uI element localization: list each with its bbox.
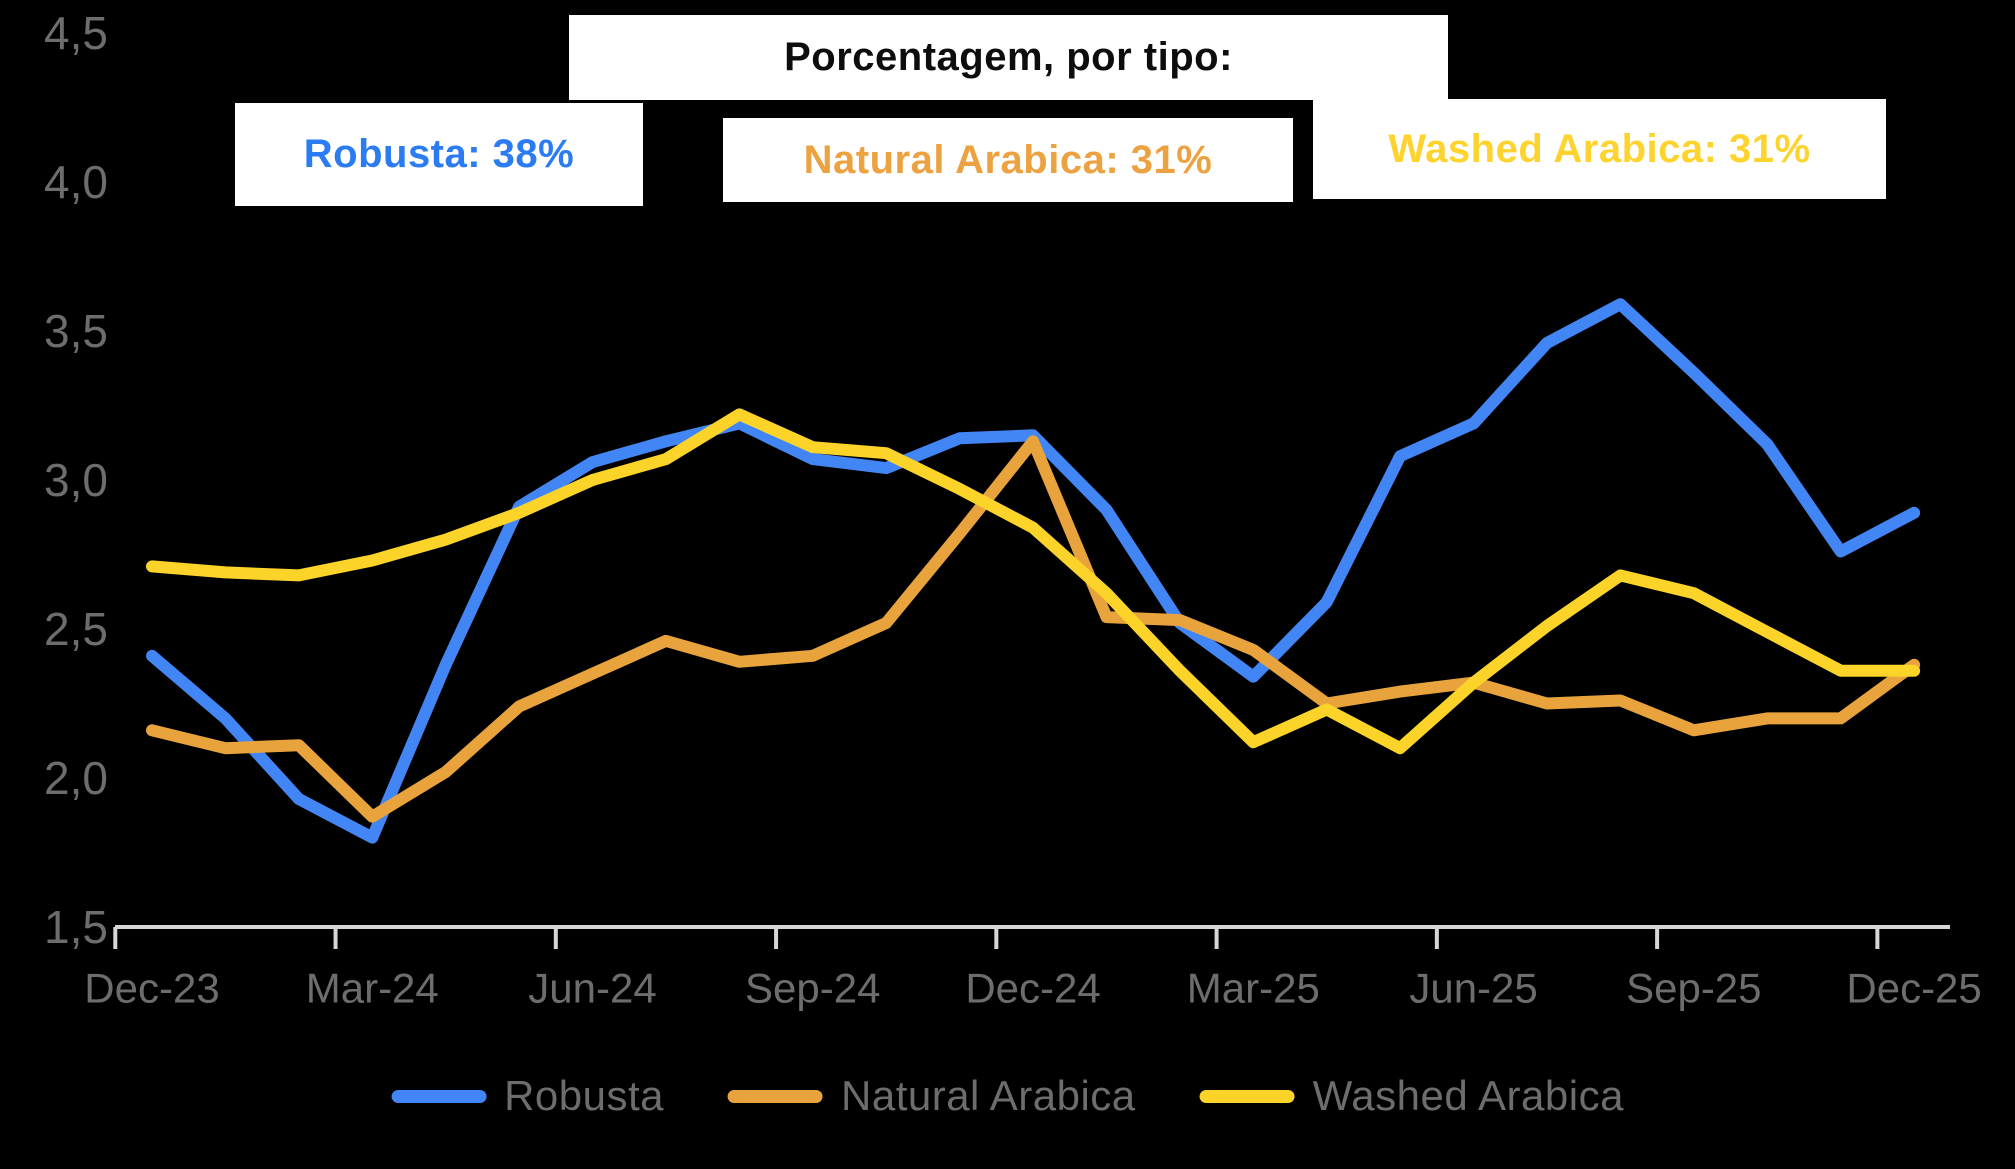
legend-item-robusta: Robusta: [391, 1072, 664, 1120]
series-line-robusta: [146, 298, 1921, 844]
y-tick-label: 1,5: [44, 901, 108, 953]
chart-title-box: Porcentagem, por tipo:: [569, 15, 1448, 100]
stat-box-robusta: Robusta: 38%: [235, 103, 643, 206]
y-tick-label: 3,5: [44, 305, 108, 357]
legend-item-washed-arabica: Washed Arabica: [1199, 1072, 1624, 1120]
series-line-washed-arabica: [146, 408, 1921, 755]
stat-box-natural-arabica: Natural Arabica: 31%: [723, 118, 1293, 202]
stat-box-washed-arabica: Washed Arabica: 31%: [1313, 99, 1886, 199]
x-tick-label: Dec-24: [965, 964, 1100, 1011]
legend-swatch-natural-arabica: [728, 1089, 823, 1103]
y-tick-label: 3,0: [44, 454, 108, 506]
legend-label-robusta: Robusta: [504, 1072, 664, 1119]
x-tick-label: Jun-24: [528, 964, 656, 1011]
legend-label-natural-arabica: Natural Arabica: [841, 1072, 1136, 1119]
stat-robusta-share: Robusta: 38%: [303, 132, 575, 176]
x-tick-label: Jun-25: [1409, 964, 1537, 1011]
y-tick-label: 4,0: [44, 156, 108, 208]
series-line-natural-arabica: [146, 435, 1921, 823]
chart-legend: Robusta Natural Arabica Washed Arabica: [391, 1072, 1624, 1120]
x-tick-label: Mar-25: [1187, 964, 1320, 1011]
y-tick-label: 2,5: [44, 603, 108, 655]
legend-label-washed-arabica: Washed Arabica: [1312, 1072, 1624, 1119]
legend-swatch-robusta: [391, 1089, 487, 1103]
x-tick-label: Sep-24: [745, 964, 880, 1011]
legend-item-natural-arabica: Natural Arabica: [728, 1072, 1136, 1120]
y-tick-label: 2,0: [44, 752, 108, 804]
x-tick-label: Sep-25: [1626, 964, 1761, 1011]
x-tick-label: Dec-25: [1846, 964, 1981, 1011]
stat-washed-arabica-share: Washed Arabica: 31%: [1388, 126, 1811, 171]
chart-title: Porcentagem, por tipo:: [784, 35, 1233, 79]
x-tick-label: Mar-24: [306, 964, 439, 1011]
legend-swatch-washed-arabica: [1199, 1089, 1295, 1103]
stat-natural-arabica-share: Natural Arabica: 31%: [803, 137, 1213, 182]
x-tick-label: Dec-23: [84, 964, 219, 1011]
y-tick-label: 4,5: [44, 7, 108, 59]
